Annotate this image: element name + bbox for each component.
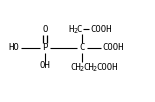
Text: COOH: COOH (90, 24, 111, 33)
Text: COOH: COOH (96, 63, 117, 72)
Text: CH: CH (70, 63, 81, 72)
Text: 2: 2 (93, 66, 97, 72)
Text: CH: CH (83, 63, 94, 72)
Text: O: O (42, 26, 48, 34)
Text: 2: 2 (80, 66, 84, 72)
Text: H: H (68, 24, 73, 33)
Text: COOH: COOH (102, 43, 124, 53)
Text: OH: OH (40, 62, 50, 70)
Text: C: C (77, 24, 82, 33)
Text: C: C (79, 43, 85, 53)
Text: HO: HO (8, 43, 19, 53)
Text: P: P (42, 43, 48, 53)
Text: 2: 2 (73, 28, 77, 34)
